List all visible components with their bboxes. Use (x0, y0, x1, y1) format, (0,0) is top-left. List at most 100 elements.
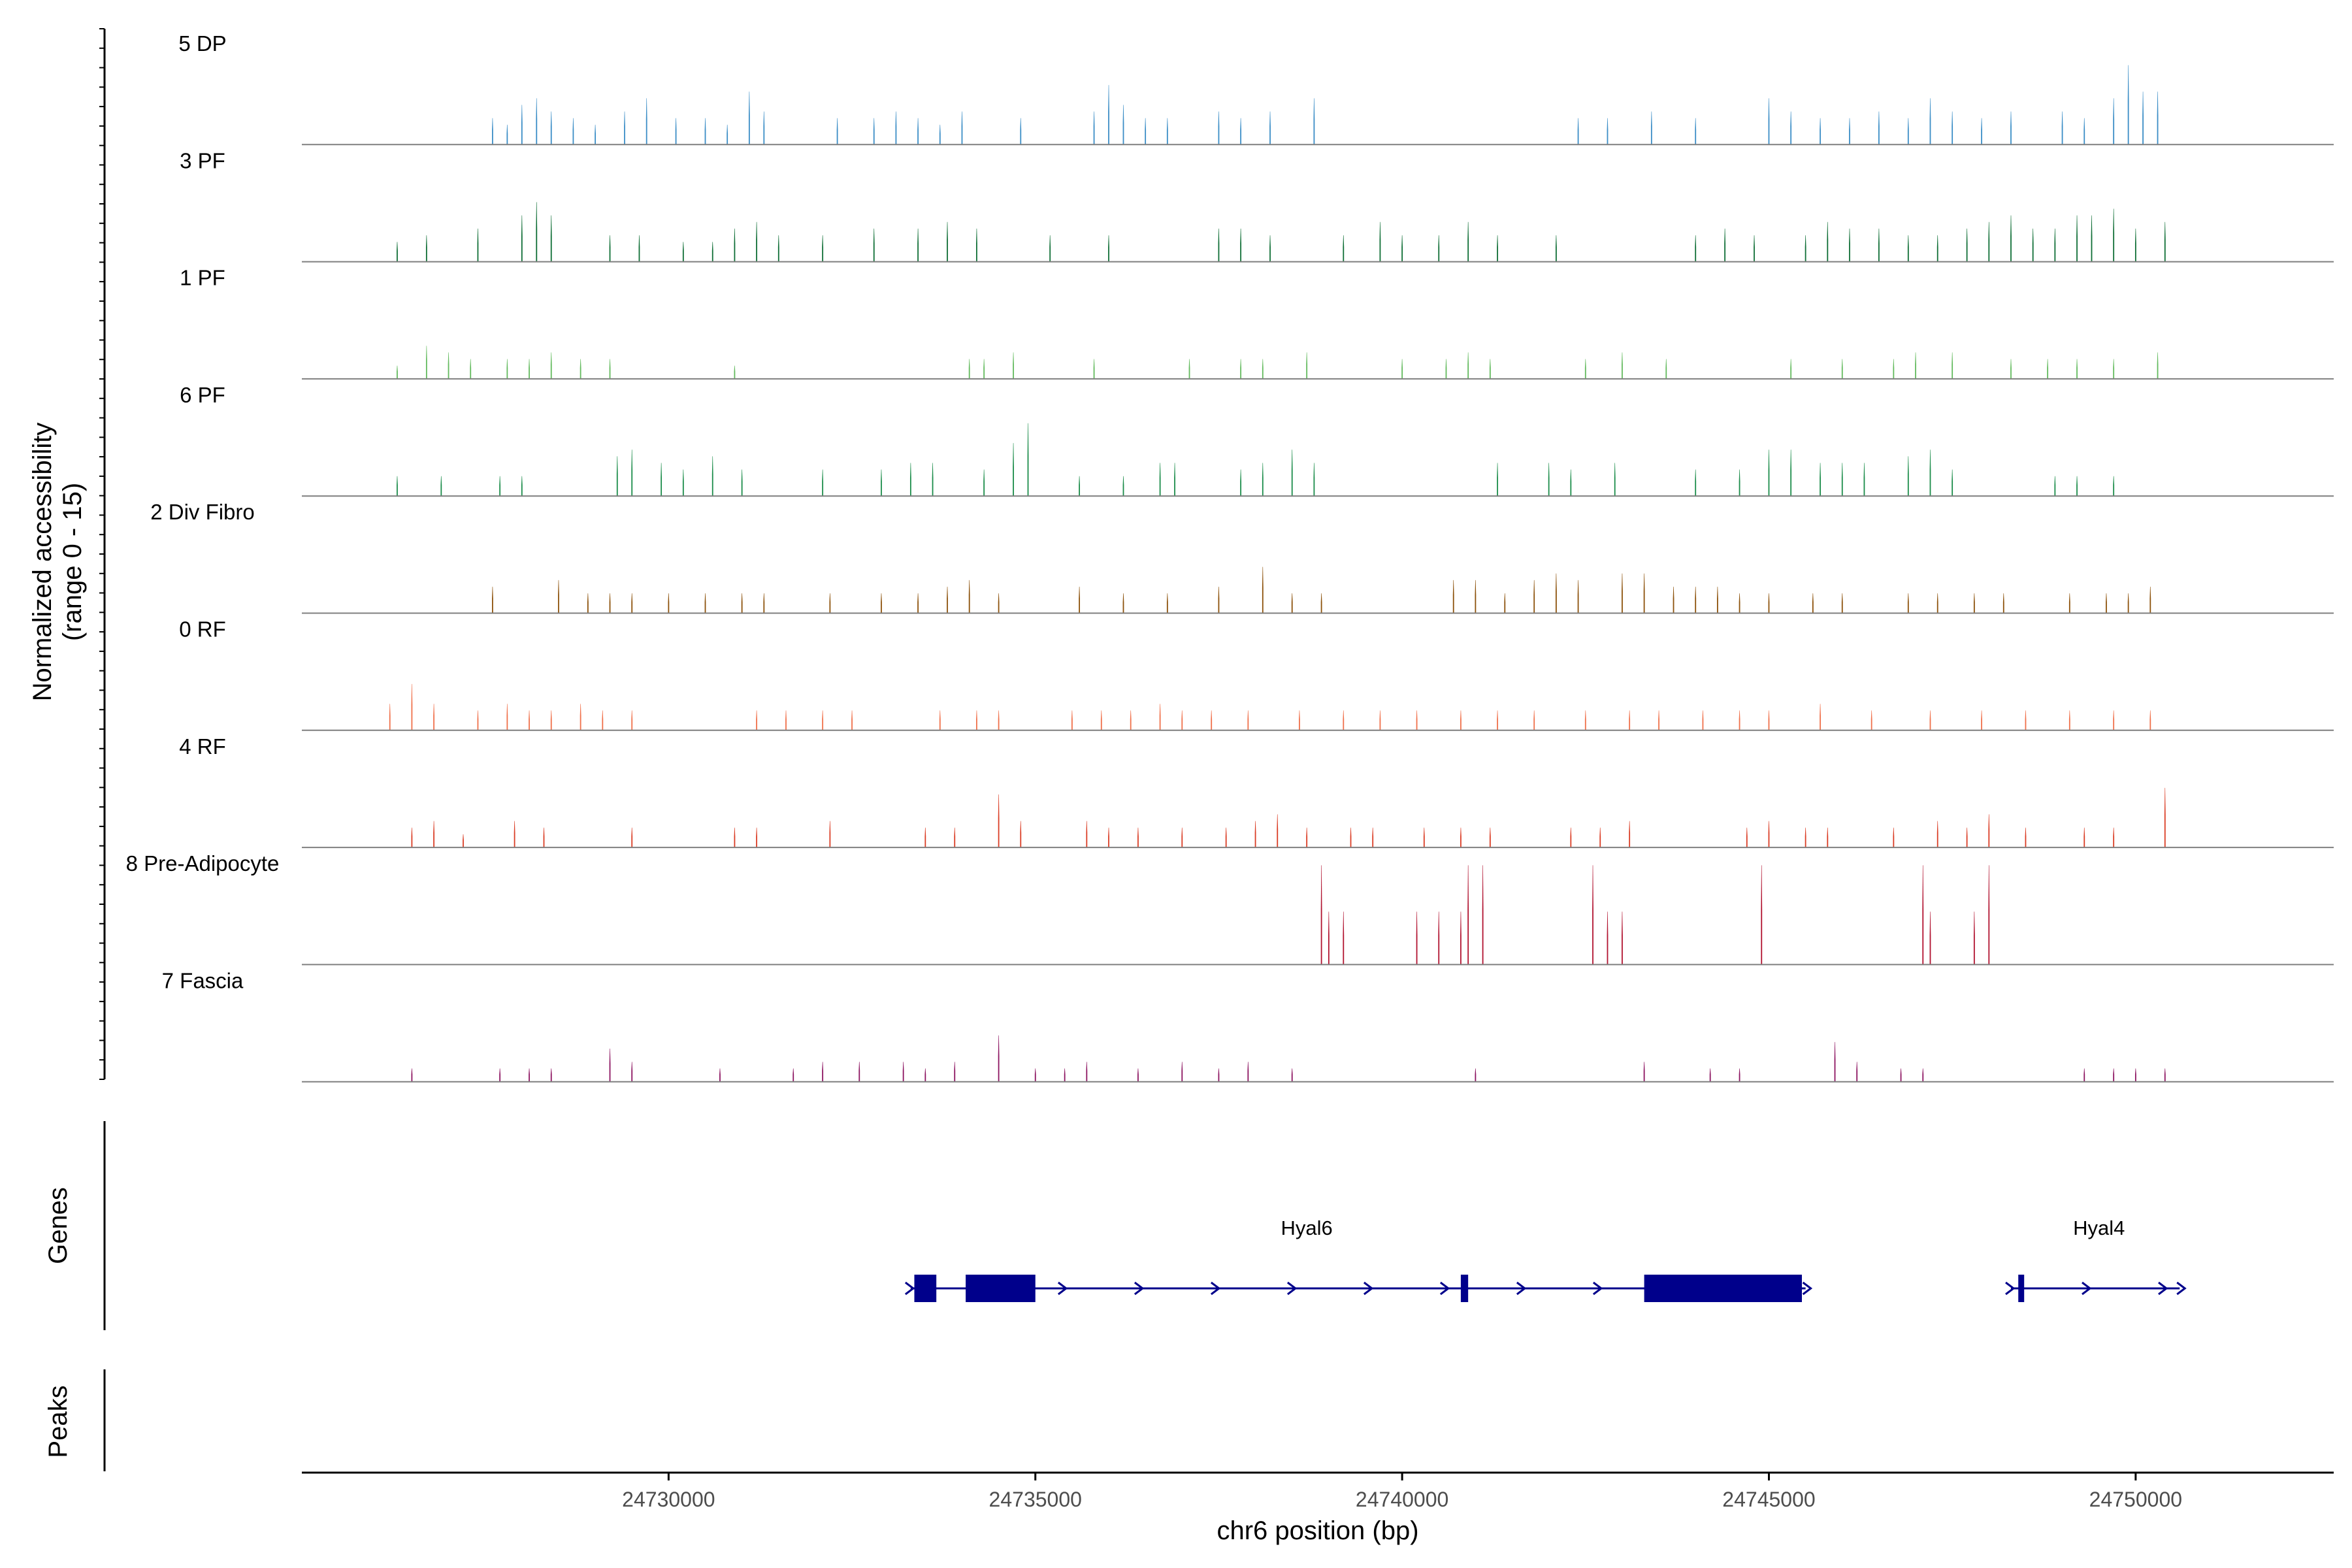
coverage-peak (2047, 359, 2049, 379)
coverage-peak (1181, 827, 1183, 848)
coverage-peak (829, 593, 831, 613)
coverage-tracks: 5 DP 3 PF 1 PF 6 PF 2 Div Fibro 0 RF 4 RF 8 Pre… (126, 31, 2334, 1083)
coverage-peak (777, 235, 779, 262)
strand-arrow (2158, 1281, 2168, 1296)
coverage-peak (785, 710, 787, 730)
coverage-peak (2113, 710, 2115, 730)
coverage-peak (1020, 118, 1022, 145)
strand-arrow (904, 1281, 915, 1296)
coverage-peak (2054, 228, 2056, 262)
coverage-peak (682, 469, 684, 497)
coverage-peak (1988, 865, 1990, 965)
coverage-peak (734, 228, 736, 262)
coverage-peak (609, 1049, 611, 1082)
coverage-peak (1878, 111, 1880, 145)
coverage-peak (1863, 463, 1865, 497)
coverage-peak (1122, 593, 1124, 613)
coverage-peak (1533, 580, 1535, 613)
coverage-peak (1739, 593, 1740, 613)
coverage-peak (521, 215, 523, 262)
coverage-peak (499, 476, 501, 497)
coverage-peak (1856, 1062, 1858, 1082)
coverage-peak (1320, 865, 1322, 965)
coverage-peak (1768, 821, 1770, 848)
coverage-peak (1907, 593, 1909, 613)
coverage-peak (1739, 710, 1740, 730)
coverage-peak (1291, 593, 1293, 613)
coverage-peak (1166, 593, 1168, 613)
coverage-peak (2083, 1068, 2085, 1082)
coverage-peak (2149, 710, 2151, 730)
coverage-peak (1218, 1068, 1220, 1082)
coverage-peak (1181, 710, 1183, 730)
coverage-peak (1870, 710, 1872, 730)
coverage-peak (704, 593, 706, 613)
coverage-peak (998, 710, 1000, 730)
coverage-peak (734, 827, 736, 848)
coverage-peak (756, 221, 757, 262)
coverage-peak (1893, 359, 1895, 379)
coverage-peak (2113, 476, 2115, 497)
coverage-peak (1584, 710, 1586, 730)
coverage-peak (631, 1062, 633, 1082)
coverage-peak (976, 228, 977, 262)
coverage-peak (2134, 228, 2136, 262)
x-axis-tick-label: 24740000 (1356, 1488, 1448, 1511)
coverage-peak (2164, 787, 2166, 848)
coverage-peak (1130, 710, 1132, 730)
coverage-peak (1467, 352, 1469, 379)
coverage-peak (2068, 593, 2070, 613)
coverage-peak (1379, 221, 1381, 262)
coverage-peak (1607, 118, 1609, 145)
coverage-peak (682, 242, 684, 262)
coverage-peak (976, 710, 977, 730)
coverage-peak (1218, 228, 1220, 262)
coverage-peak (411, 827, 413, 848)
coverage-peak (998, 1035, 1000, 1082)
coverage-peak (2157, 352, 2159, 379)
coverage-peak (1328, 911, 1330, 965)
coverage-peak (1768, 98, 1770, 145)
track-1-pf: 1 PF (180, 266, 2334, 380)
coverage-peak (1079, 586, 1081, 613)
coverage-peak (1350, 827, 1352, 848)
coverage-peak (1607, 911, 1609, 965)
coverage-peak (1805, 235, 1806, 262)
coverage-peak (1137, 827, 1139, 848)
coverage-peak (2002, 593, 2004, 613)
coverage-peak (433, 704, 434, 730)
coverage-peak (529, 710, 530, 730)
coverage-peak (477, 228, 479, 262)
coverage-peak (1577, 580, 1579, 613)
coverage-peak (448, 352, 449, 379)
coverage-peak (851, 710, 853, 730)
coverage-peak (1269, 111, 1271, 145)
coverage-peak (909, 463, 911, 497)
coverage-peak (529, 359, 530, 379)
coverage-peak (719, 1068, 721, 1082)
coverage-peak (1240, 359, 1242, 379)
coverage-peak (1973, 593, 1975, 613)
coverage-peak (873, 228, 875, 262)
coverage-peak (1489, 827, 1491, 848)
coverage-peak (1218, 586, 1220, 613)
coverage-peak (1952, 111, 1953, 145)
coverage-peak (1108, 235, 1109, 262)
coverage-peak (1071, 710, 1073, 730)
strand-arrow (1516, 1281, 1527, 1296)
coverage-peak (1240, 118, 1242, 145)
coverage-peak (1893, 827, 1895, 848)
coverage-peak (514, 821, 515, 848)
coverage-peak (1343, 235, 1345, 262)
coverage-peak (1577, 118, 1579, 145)
coverage-peak (1622, 573, 1623, 613)
coverage-peak (1100, 710, 1102, 730)
coverage-peak (2106, 593, 2107, 613)
coverage-peak (1834, 1041, 1836, 1082)
coverage-peak (1497, 710, 1498, 730)
coverage-peak (1445, 359, 1447, 379)
coverage-peak (595, 124, 596, 145)
coverage-peak (1079, 476, 1081, 497)
coverage-peak (1827, 827, 1829, 848)
coverage-peak (1306, 352, 1308, 379)
